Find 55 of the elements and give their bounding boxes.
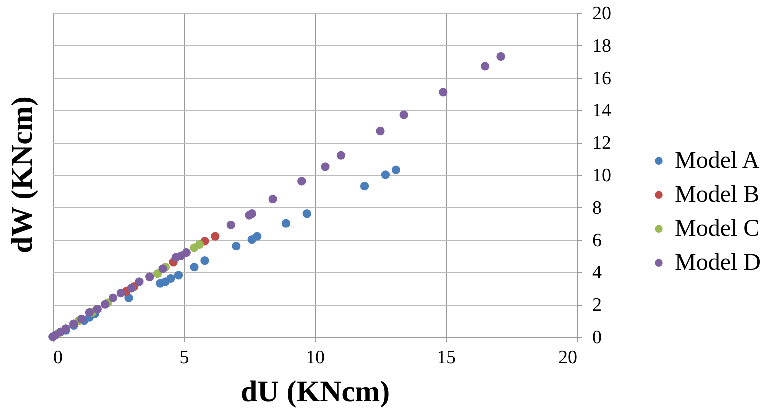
y-tick-label: 2 bbox=[592, 295, 602, 316]
point bbox=[190, 263, 199, 272]
point bbox=[439, 88, 448, 97]
point bbox=[116, 288, 126, 298]
legend-label: Model A bbox=[675, 148, 760, 174]
legend-label: Model D bbox=[675, 250, 761, 276]
point bbox=[298, 177, 306, 186]
x-axis-title: dU (KNcm) bbox=[240, 376, 390, 408]
y-tick-label: 18 bbox=[592, 36, 612, 57]
point bbox=[174, 271, 184, 280]
point bbox=[153, 270, 162, 278]
point bbox=[282, 219, 291, 228]
point bbox=[156, 279, 165, 288]
point bbox=[232, 242, 241, 251]
legend-label: Model C bbox=[675, 216, 760, 242]
point bbox=[101, 300, 110, 309]
y-tick-label: 4 bbox=[592, 262, 602, 284]
point bbox=[360, 182, 370, 191]
point bbox=[480, 62, 490, 71]
y-tick-label: 20 bbox=[592, 4, 612, 24]
point bbox=[321, 162, 330, 172]
y-tick-label: 12 bbox=[592, 133, 612, 154]
x-tick-label: 15 bbox=[437, 348, 456, 368]
x-tick-label: 10 bbox=[306, 348, 325, 368]
x-tick-label: 5 bbox=[180, 348, 190, 368]
point bbox=[172, 253, 180, 262]
point bbox=[336, 151, 346, 160]
point bbox=[400, 110, 408, 120]
point bbox=[108, 294, 118, 302]
point bbox=[158, 264, 168, 274]
legend-label: Model B bbox=[675, 182, 760, 208]
x-tick-label: 0 bbox=[54, 348, 63, 368]
point bbox=[200, 256, 210, 266]
y-tick-label: 10 bbox=[592, 166, 612, 186]
point bbox=[135, 278, 144, 286]
point bbox=[77, 314, 86, 324]
point bbox=[496, 52, 506, 62]
point bbox=[392, 166, 401, 174]
y-tick-label: 0 bbox=[592, 328, 602, 348]
point bbox=[248, 235, 256, 244]
point bbox=[268, 194, 278, 204]
point bbox=[376, 126, 385, 136]
y-tick-label: 6 bbox=[592, 230, 602, 252]
point bbox=[302, 210, 312, 218]
y-tick-label: 16 bbox=[592, 68, 612, 90]
point bbox=[211, 232, 220, 241]
point bbox=[381, 170, 390, 180]
y-tick-label: 8 bbox=[592, 198, 602, 219]
point bbox=[85, 308, 94, 318]
x-tick-label: 20 bbox=[558, 348, 578, 368]
point bbox=[245, 211, 254, 220]
y-tick-label: 14 bbox=[592, 100, 612, 122]
point bbox=[190, 244, 199, 252]
point bbox=[226, 220, 236, 230]
y-axis-title: dW (KNcm) bbox=[6, 96, 39, 254]
